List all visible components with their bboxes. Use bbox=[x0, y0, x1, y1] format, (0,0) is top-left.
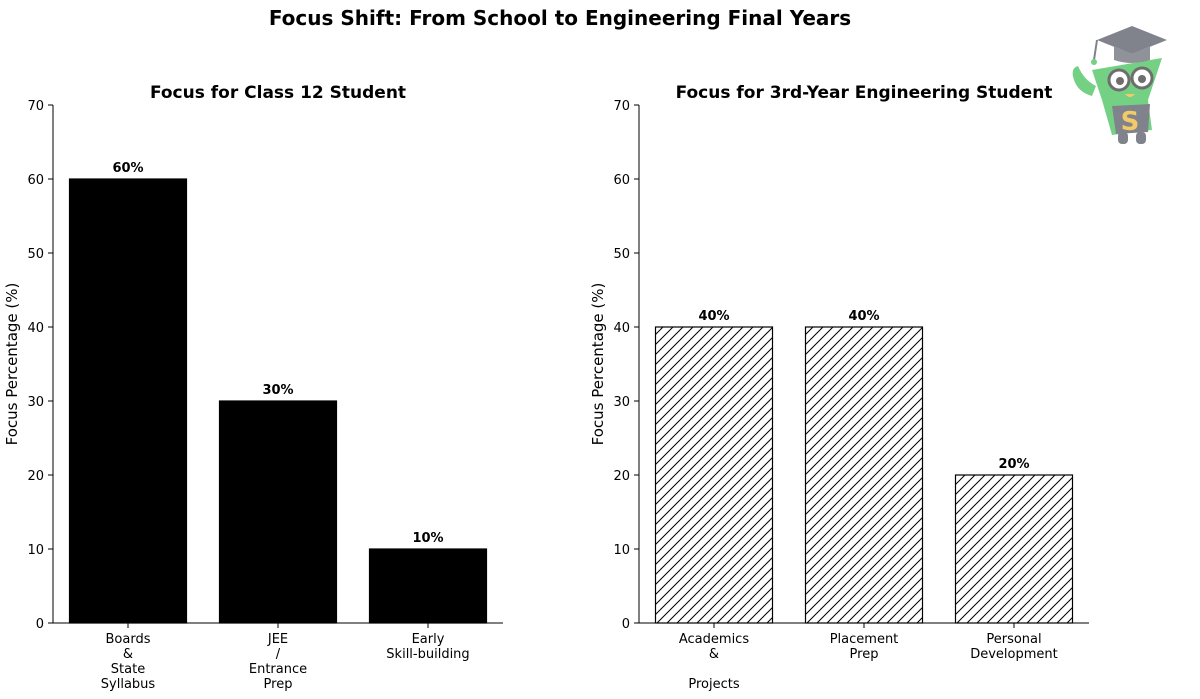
data-label: 40% bbox=[698, 309, 729, 324]
y-tick-label: 70 bbox=[27, 99, 44, 114]
data-label: 20% bbox=[998, 457, 1029, 472]
y-tick-label: 30 bbox=[27, 395, 44, 410]
subplot-2: Focus for 3rd-Year Engineering Student Fo… bbox=[589, 83, 1089, 692]
y-tick-label: 10 bbox=[27, 543, 44, 558]
x-tick-label-line: & bbox=[123, 647, 133, 662]
x-tick-label-line: Prep bbox=[850, 647, 879, 662]
x-tick-label-line: Syllabus bbox=[101, 677, 156, 692]
x-tick-label-line: Personal bbox=[986, 632, 1041, 647]
y-tick-label: 40 bbox=[613, 321, 630, 336]
x-tick-label: Personal Development bbox=[970, 632, 1058, 662]
x-tick-label-line: Skill-building bbox=[386, 647, 469, 662]
y-tick-label: 10 bbox=[613, 543, 630, 558]
x-tick-label-line: Prep bbox=[264, 677, 293, 692]
x-tick-label-line: / bbox=[276, 647, 281, 662]
y-tick-label: 70 bbox=[613, 99, 630, 114]
y-tick-label: 60 bbox=[613, 173, 630, 188]
y-axis-label: Focus Percentage (%) bbox=[589, 283, 607, 446]
bar bbox=[654, 326, 774, 624]
x-tick-label-line: JEE bbox=[267, 632, 288, 647]
bar bbox=[368, 548, 488, 624]
subplot-title: Focus for Class 12 Student bbox=[150, 83, 406, 103]
y-tick-label: 30 bbox=[613, 395, 630, 410]
bar bbox=[954, 474, 1074, 624]
data-label: 30% bbox=[262, 383, 293, 398]
x-tick-label-line: Early bbox=[412, 632, 445, 647]
figure-title: Focus Shift: From School to Engineering … bbox=[269, 6, 851, 30]
svg-text:S: S bbox=[1121, 107, 1140, 137]
bar bbox=[804, 326, 924, 624]
graduate-mascot-logo: S bbox=[1072, 26, 1167, 144]
y-tick-label: 0 bbox=[36, 617, 44, 632]
x-tick-label-line: Entrance bbox=[249, 662, 307, 677]
x-tick-label: JEE / Entrance Prep bbox=[249, 632, 307, 692]
x-tick-label-line: State bbox=[111, 662, 145, 677]
bar bbox=[218, 400, 338, 624]
y-tick-label: 20 bbox=[27, 469, 44, 484]
data-label: 60% bbox=[112, 161, 143, 176]
data-label: 10% bbox=[412, 531, 443, 546]
x-tick-label-line: & bbox=[709, 647, 719, 662]
y-tick-label: 20 bbox=[613, 469, 630, 484]
x-tick-label-line: Development bbox=[970, 647, 1058, 662]
x-tick-label: Academics & Projects bbox=[679, 632, 749, 692]
y-tick-label: 50 bbox=[27, 247, 44, 262]
x-tick-label: Boards & State Syllabus bbox=[101, 632, 156, 692]
x-tick-label: Placement Prep bbox=[830, 632, 899, 662]
y-tick-label: 0 bbox=[622, 617, 630, 632]
bar bbox=[68, 178, 188, 624]
x-tick-label-line: Placement bbox=[830, 632, 899, 647]
data-label: 40% bbox=[848, 309, 879, 324]
y-tick-label: 50 bbox=[613, 247, 630, 262]
x-tick-label-line bbox=[712, 662, 716, 677]
x-tick-label-line: Projects bbox=[688, 677, 739, 692]
subplot-title: Focus for 3rd-Year Engineering Student bbox=[676, 83, 1053, 103]
y-tick-label: 40 bbox=[27, 321, 44, 336]
y-tick-label: 60 bbox=[27, 173, 44, 188]
x-tick-label-line: Academics bbox=[679, 632, 749, 647]
x-tick-label: Early Skill-building bbox=[386, 632, 469, 662]
x-tick-label-line: Boards bbox=[106, 632, 151, 647]
subplot-1: Focus for Class 12 Student Focus Percenta… bbox=[3, 83, 503, 692]
y-axis-label: Focus Percentage (%) bbox=[3, 283, 21, 446]
